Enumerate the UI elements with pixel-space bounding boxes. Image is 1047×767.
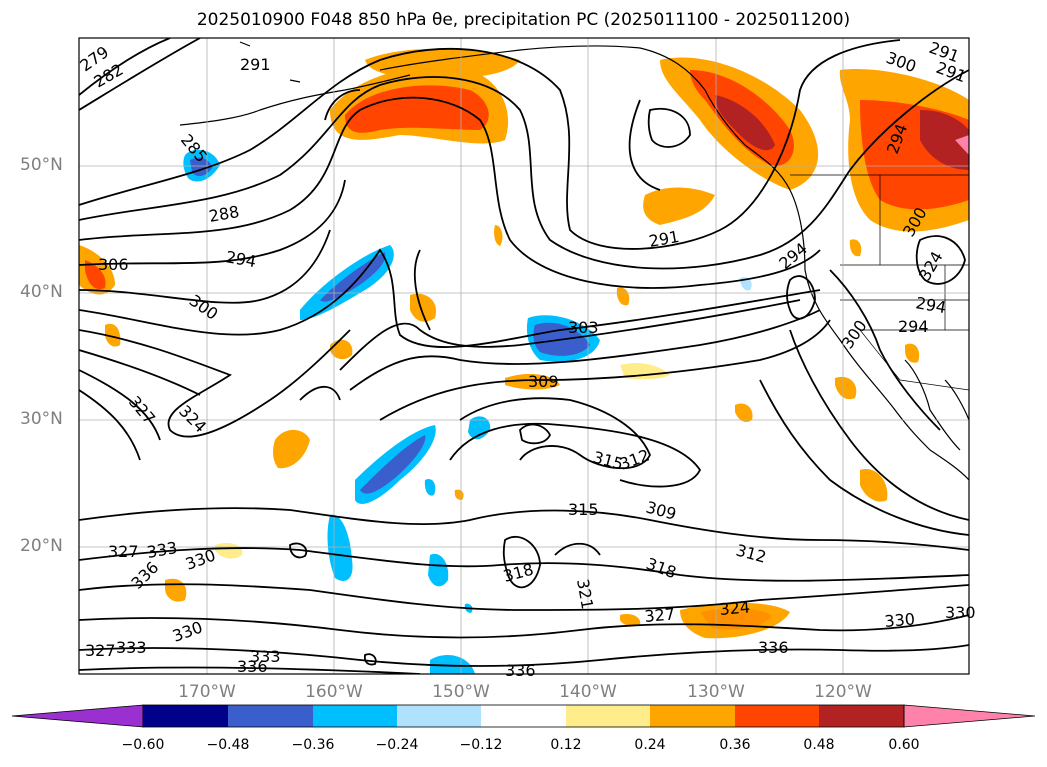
colorbar-tick-label: 0.24 xyxy=(634,737,666,753)
lat-label: 50°N xyxy=(20,155,63,175)
theta-e-contours xyxy=(79,38,969,674)
colorbar-frame xyxy=(142,704,905,728)
lon-label: 170°W xyxy=(178,682,236,702)
colorbar-segment xyxy=(481,705,566,727)
contour-label: 333 xyxy=(250,647,281,666)
contour-label: 336 xyxy=(505,661,536,680)
lat-label: 20°N xyxy=(20,536,63,556)
colorbar-segment xyxy=(735,705,819,727)
colorbar-tick-label: −0.12 xyxy=(459,737,503,753)
colorbar-tick-label: 0.36 xyxy=(719,737,751,753)
lat-label: 40°N xyxy=(20,282,63,302)
map-title: 2025010900 F048 850 hPa θe, precipitatio… xyxy=(196,10,851,30)
contour-label: 306 xyxy=(98,255,129,274)
colorbar-max-extension xyxy=(903,704,1036,728)
colorbar-segment xyxy=(650,705,735,727)
colorbar-tick-label: 0.60 xyxy=(888,737,920,753)
colorbar-segment xyxy=(143,705,228,727)
contour-label: 336 xyxy=(758,638,789,657)
colorbar-tick-label: −0.48 xyxy=(206,737,250,753)
political-borders xyxy=(790,174,969,391)
colorbar-tick-label: −0.24 xyxy=(375,737,419,753)
colorbar-segment xyxy=(313,705,397,727)
contour-label: 333 xyxy=(116,638,147,657)
contour-label: 294 xyxy=(898,317,929,336)
colorbar-tick-label: 0.12 xyxy=(550,737,582,753)
lon-label: 120°W xyxy=(814,682,872,702)
contour-label: 327 xyxy=(108,542,139,561)
lon-label: 150°W xyxy=(432,682,490,702)
contour-label: 327 xyxy=(85,641,116,660)
contour-label: 330 xyxy=(945,603,976,622)
gridlines xyxy=(79,38,969,674)
colorbar-segment xyxy=(819,705,904,727)
contour-label: 336 xyxy=(237,657,268,676)
lat-label: 30°N xyxy=(20,409,63,429)
colorbar-tick-label: −0.60 xyxy=(121,737,165,753)
colorbar-segment xyxy=(566,705,650,727)
contour-label-group: 279 282 291 288 285 294 306 300 303 309 … xyxy=(76,38,975,680)
contour-label: 327 xyxy=(644,604,676,626)
map-frame xyxy=(78,37,970,675)
contour-label: 303 xyxy=(568,318,599,337)
contour-label: 324 xyxy=(719,597,751,619)
contour-label: 315 xyxy=(568,500,599,519)
colorbar-tick-label: 0.48 xyxy=(803,737,835,753)
lon-label: 160°W xyxy=(305,682,363,702)
map-background xyxy=(79,38,969,674)
precip-negative-shading xyxy=(183,149,752,674)
colorbar-tick-label: −0.36 xyxy=(291,737,335,753)
contour-label: 330 xyxy=(884,609,916,631)
contour-label: 309 xyxy=(528,372,559,391)
contour-label: 291 xyxy=(240,55,271,74)
colorbar-segment xyxy=(228,705,313,727)
colorbar-segment xyxy=(397,705,481,727)
colorbar xyxy=(11,704,1036,728)
coastlines xyxy=(179,41,969,481)
colorbar-min-extension xyxy=(11,704,144,728)
lon-label: 140°W xyxy=(559,682,617,702)
lon-label: 130°W xyxy=(687,682,745,702)
